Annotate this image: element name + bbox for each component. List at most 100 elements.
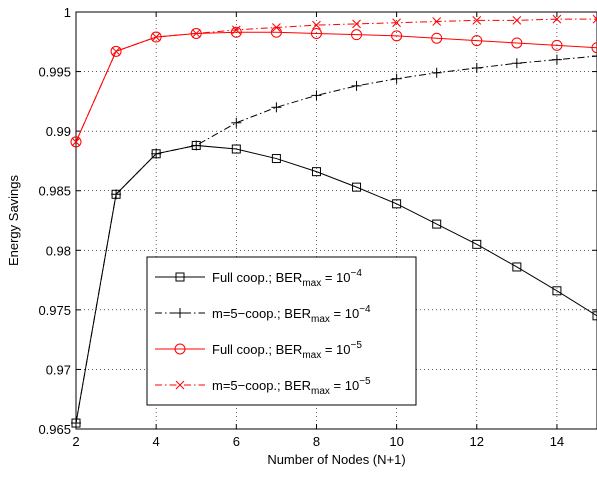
plus-marker — [431, 67, 442, 78]
square-marker — [552, 286, 562, 296]
x-marker — [592, 14, 597, 24]
circle-marker — [391, 30, 403, 42]
x-marker — [432, 17, 442, 26]
square-marker — [175, 272, 185, 282]
x-tick-label: 4 — [153, 434, 160, 449]
circle-marker — [431, 32, 443, 44]
x-tick-label: 14 — [550, 434, 564, 449]
x-tick-label: 2 — [72, 434, 79, 449]
y-tick-label: 0.99 — [46, 124, 71, 139]
x-marker — [111, 46, 121, 56]
plus-marker — [71, 418, 81, 429]
series-2 — [71, 51, 597, 429]
x-marker-b — [392, 18, 401, 28]
x-marker — [472, 15, 482, 25]
legend-entry-4: m=5−coop.; BERmax = 10−5 — [155, 376, 371, 397]
y-tick-label: 0.995 — [38, 65, 71, 80]
x-marker — [175, 380, 185, 390]
x-marker-b — [472, 15, 482, 25]
legend-label: Full coop.; BERmax = 10−5 — [212, 340, 362, 361]
y-tick-label: 0.965 — [38, 422, 71, 437]
circle-marker — [471, 35, 483, 47]
x-marker — [151, 32, 161, 42]
plus-marker — [111, 189, 122, 200]
square-marker — [231, 144, 241, 154]
circle-marker — [310, 27, 322, 39]
x-marker — [71, 137, 81, 147]
plus-marker — [391, 73, 402, 84]
square-marker — [512, 262, 522, 272]
circle-marker — [110, 45, 122, 57]
y-tick-label: 0.98 — [46, 243, 71, 258]
x-marker-a — [592, 14, 597, 20]
square-marker — [432, 219, 442, 229]
circle-marker — [351, 29, 363, 41]
x-tick-label: 6 — [233, 434, 240, 449]
x-marker-b — [111, 46, 121, 56]
circle-marker — [591, 42, 597, 54]
x-marker-b — [272, 23, 281, 32]
x-marker-b — [151, 32, 161, 42]
series-layer — [70, 14, 597, 429]
x-marker — [392, 18, 401, 28]
square-marker — [472, 239, 482, 249]
x-marker-b — [312, 20, 321, 30]
plus-marker — [592, 51, 597, 62]
x-marker-b — [552, 14, 562, 24]
legend-label: Full coop.; BERmax = 10−4 — [212, 268, 362, 289]
square-marker — [392, 199, 402, 209]
circle-marker — [230, 26, 242, 38]
x-marker — [312, 20, 321, 30]
y-tick-label: 0.985 — [38, 184, 71, 199]
x-marker-b — [175, 380, 185, 390]
plus-marker — [175, 308, 185, 318]
y-tick-label: 0.97 — [46, 362, 71, 377]
legend-entry-2: m=5−coop.; BERmax = 10−4 — [155, 304, 371, 325]
plus-marker — [511, 58, 522, 69]
plus-marker — [351, 80, 362, 91]
series-4 — [71, 14, 597, 147]
x-marker — [352, 19, 361, 29]
plus-marker — [191, 140, 202, 151]
x-marker-b — [592, 18, 597, 24]
plus-marker — [271, 102, 282, 113]
square-marker — [311, 167, 321, 177]
legend-label: m=5−coop.; BERmax = 10−5 — [212, 376, 371, 397]
legend: Full coop.; BERmax = 10−4 m=5−coop.; BERm… — [146, 256, 417, 406]
y-axis-label: Energy Savings — [6, 174, 21, 266]
x-marker — [191, 29, 201, 38]
legend-entry-1: Full coop.; BERmax = 10−4 — [155, 268, 362, 289]
plot-frame — [75, 11, 597, 430]
series-line — [75, 18, 597, 143]
x-marker-b — [432, 17, 442, 26]
x-marker-b — [231, 25, 241, 35]
plus-marker — [311, 90, 322, 101]
circle-marker — [551, 39, 563, 51]
legend-entry-3: Full coop.; BERmax = 10−5 — [155, 340, 362, 361]
circle-marker — [174, 343, 186, 355]
x-tick-label: 8 — [313, 434, 320, 449]
x-marker — [512, 15, 522, 25]
plus-marker — [551, 54, 562, 65]
x-axis-label: Number of Nodes (N+1) — [267, 452, 405, 467]
plus-marker — [151, 148, 162, 159]
plus-marker — [231, 117, 242, 128]
circle-marker — [70, 136, 82, 148]
x-marker — [231, 25, 241, 35]
y-tick-label: 1 — [64, 5, 71, 20]
x-tick-label: 12 — [470, 434, 484, 449]
y-tick-label: 0.975 — [38, 303, 71, 318]
x-marker-b — [512, 15, 522, 25]
square-marker — [271, 154, 281, 164]
series-line — [75, 55, 597, 424]
x-marker-b — [352, 19, 361, 29]
x-marker — [552, 14, 562, 24]
square-marker — [592, 311, 597, 321]
x-marker — [272, 23, 281, 32]
x-marker-b — [191, 29, 201, 38]
x-tick-label: 10 — [389, 434, 403, 449]
legend-box — [146, 256, 417, 406]
circle-marker — [511, 37, 523, 49]
